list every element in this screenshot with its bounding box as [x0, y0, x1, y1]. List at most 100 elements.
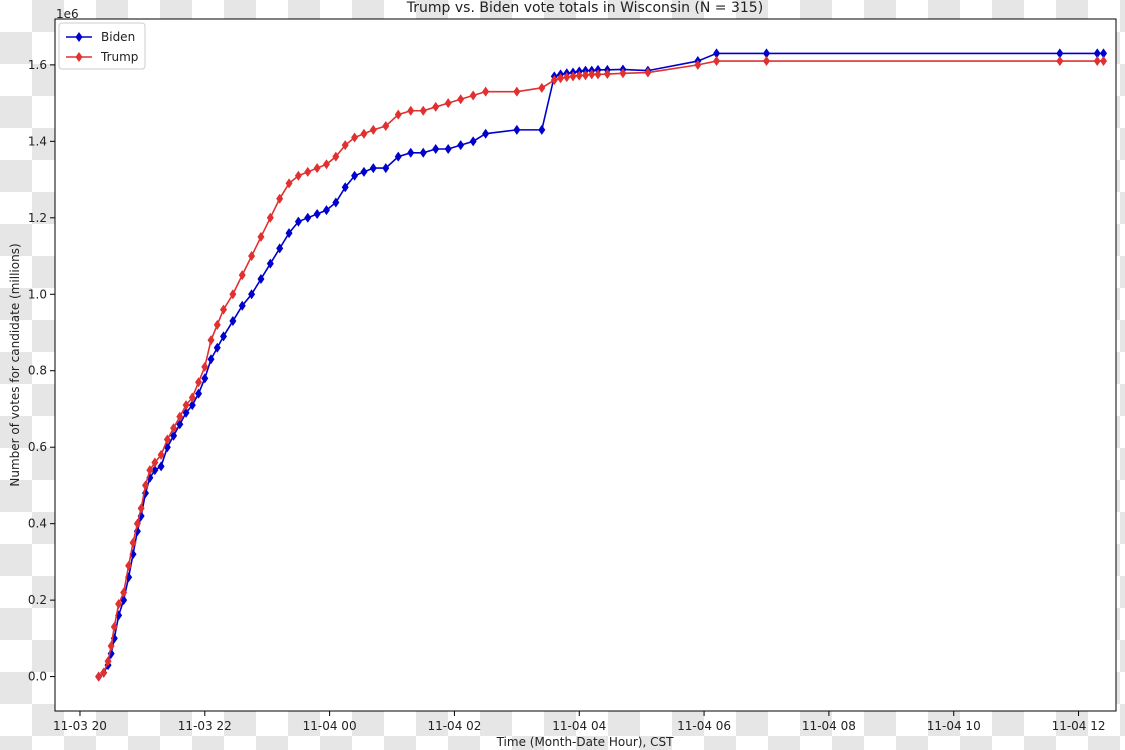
x-tick-label: 11-04 00 — [303, 719, 357, 733]
data-point-trump — [382, 121, 390, 132]
data-point-trump — [550, 75, 558, 86]
y-tick-label: 0.6 — [28, 440, 47, 454]
data-point-trump — [257, 231, 265, 242]
data-point-trump — [313, 163, 321, 174]
y-tick-label: 0.4 — [28, 517, 47, 531]
y-tick-label: 0.0 — [28, 670, 47, 684]
y-tick-label: 1.4 — [28, 134, 47, 148]
data-point-biden — [538, 124, 546, 135]
data-point-biden — [1100, 48, 1108, 59]
data-point-biden — [285, 228, 293, 239]
legend-item-biden: Biden — [66, 30, 135, 44]
data-point-biden — [276, 243, 284, 254]
data-point-trump — [276, 193, 284, 204]
data-point-biden — [294, 216, 302, 227]
data-point-trump — [195, 377, 203, 388]
plot-area — [54, 18, 1117, 712]
y-tick-label: 1.6 — [28, 58, 47, 72]
x-tick-label: 11-04 02 — [427, 719, 481, 733]
data-point-trump — [513, 86, 521, 97]
data-point-trump — [207, 335, 215, 346]
x-tick-label: 11-03 20 — [53, 719, 107, 733]
data-point-trump — [146, 465, 154, 476]
data-point-trump — [713, 56, 721, 67]
data-point-trump — [341, 140, 349, 151]
data-point-trump — [369, 124, 377, 135]
data-point-biden — [407, 147, 415, 158]
data-point-biden — [322, 205, 330, 216]
data-point-biden — [238, 300, 246, 311]
data-point-trump — [294, 170, 302, 181]
data-point-trump — [115, 598, 123, 609]
data-point-biden — [762, 48, 770, 59]
data-point-trump — [220, 304, 228, 315]
x-tick-label: 11-04 04 — [552, 719, 606, 733]
data-point-biden — [457, 140, 465, 151]
data-point-trump — [603, 69, 611, 80]
data-point-trump — [457, 94, 465, 105]
x-axis: 11-03 20 11-03 22 11-04 00 11-04 02 11-04 04… — [53, 711, 1106, 733]
data-point-biden — [201, 373, 209, 384]
data-point-trump — [594, 69, 602, 80]
data-point-trump — [304, 166, 312, 177]
data-point-biden — [182, 407, 190, 418]
data-point-trump — [569, 71, 577, 82]
data-point-biden — [444, 143, 452, 154]
data-point-biden — [482, 128, 490, 139]
data-point-trump — [1056, 56, 1064, 67]
data-point-biden — [195, 388, 203, 399]
data-point-trump — [762, 56, 770, 67]
data-point-biden — [1056, 48, 1064, 59]
data-point-biden — [220, 331, 228, 342]
data-point-trump — [1093, 56, 1101, 67]
data-point-trump — [120, 587, 128, 598]
data-point-biden — [313, 208, 321, 219]
data-point-trump — [137, 503, 145, 514]
data-point-biden — [157, 461, 165, 472]
data-point-biden — [229, 316, 237, 327]
data-point-trump — [182, 400, 190, 411]
data-point-biden — [213, 342, 221, 353]
data-point-trump — [129, 537, 137, 548]
data-point-biden — [713, 48, 721, 59]
data-point-biden — [513, 124, 521, 135]
data-point-trump — [107, 641, 115, 652]
y-tick-label: 1.2 — [28, 211, 47, 225]
data-point-trump — [469, 90, 477, 101]
data-point-biden — [332, 197, 340, 208]
data-point-trump — [176, 411, 184, 422]
data-point-trump — [588, 69, 596, 80]
y-tick-label: 1.0 — [28, 287, 47, 301]
data-point-trump — [575, 70, 583, 81]
data-point-biden — [341, 182, 349, 193]
data-point-trump — [100, 667, 108, 678]
y-axis-label: Number of votes for candidate (millions) — [8, 243, 22, 486]
y-tick-label: 0.8 — [28, 364, 47, 378]
data-point-trump — [110, 621, 118, 632]
legend-marker — [75, 52, 83, 62]
data-point-biden — [176, 419, 184, 430]
x-tick-label: 11-03 22 — [178, 719, 232, 733]
data-point-trump — [619, 68, 627, 79]
legend-marker — [75, 32, 83, 42]
y-axis: 0.0 0.2 0.4 0.6 0.8 1.0 1.2 1.4 1.6 — [28, 58, 55, 684]
data-point-trump — [248, 251, 256, 262]
data-point-trump — [419, 105, 427, 116]
x-tick-label: 11-04 10 — [927, 719, 981, 733]
data-point-biden — [382, 163, 390, 174]
data-point-trump — [133, 518, 141, 529]
data-point-trump — [582, 70, 589, 81]
x-tick-label: 11-04 12 — [1052, 719, 1106, 733]
data-point-trump — [201, 361, 209, 372]
data-point-biden — [188, 400, 196, 411]
data-point-trump — [394, 109, 402, 120]
data-point-biden — [248, 289, 256, 300]
x-tick-label: 11-04 06 — [677, 719, 731, 733]
data-point-biden — [257, 273, 265, 284]
data-point-trump — [444, 98, 452, 109]
data-point-trump — [538, 82, 546, 93]
data-point-biden — [304, 212, 312, 223]
legend-label: Trump — [100, 50, 138, 64]
data-point-trump — [238, 270, 246, 281]
data-point-biden — [469, 136, 477, 147]
